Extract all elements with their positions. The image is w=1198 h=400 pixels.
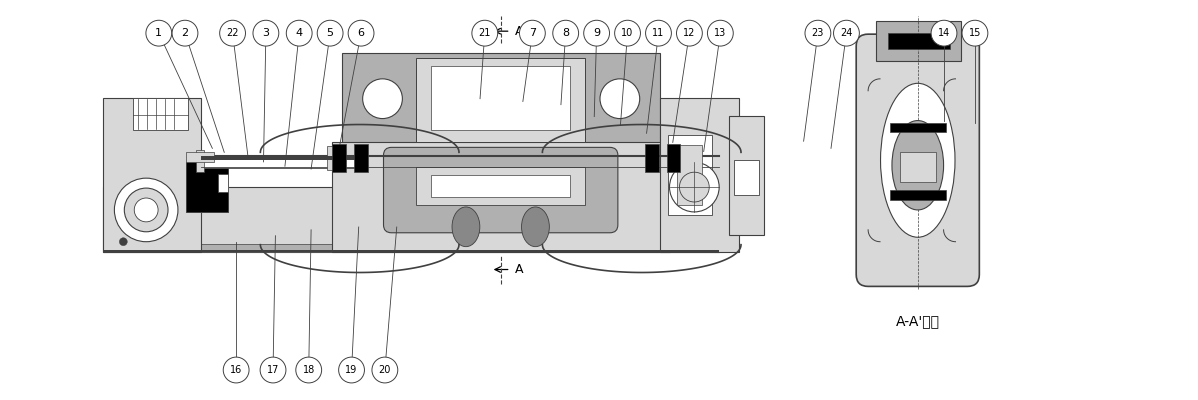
Text: A': A'	[515, 25, 527, 38]
Text: 4: 4	[296, 28, 303, 38]
Text: 24: 24	[840, 28, 853, 38]
Circle shape	[600, 79, 640, 118]
Bar	[341, 53, 660, 152]
Bar	[677, 145, 702, 205]
FancyBboxPatch shape	[857, 34, 979, 286]
Circle shape	[679, 172, 709, 202]
Text: 2: 2	[181, 28, 188, 38]
Circle shape	[708, 20, 733, 46]
Ellipse shape	[452, 207, 480, 247]
Text: 15: 15	[969, 28, 981, 38]
Text: 8: 8	[562, 28, 569, 38]
Circle shape	[120, 238, 127, 246]
Bar	[103, 244, 719, 252]
Bar	[890, 122, 945, 132]
Bar	[195, 150, 204, 172]
Text: 10: 10	[622, 28, 634, 38]
Circle shape	[114, 178, 179, 242]
Circle shape	[173, 20, 198, 46]
Bar	[667, 136, 712, 215]
Bar	[876, 21, 962, 61]
Text: 5: 5	[327, 28, 333, 38]
Bar	[734, 160, 758, 195]
Circle shape	[317, 20, 343, 46]
Circle shape	[552, 20, 579, 46]
Circle shape	[260, 357, 286, 383]
Bar	[201, 156, 359, 168]
Text: 9: 9	[593, 28, 600, 38]
Circle shape	[363, 79, 403, 118]
Text: 22: 22	[226, 28, 238, 38]
Bar	[103, 98, 201, 252]
Bar	[660, 98, 739, 252]
Text: 21: 21	[479, 28, 491, 38]
Text: 3: 3	[262, 28, 270, 38]
Text: 17: 17	[267, 365, 279, 375]
Ellipse shape	[881, 83, 955, 237]
Text: 12: 12	[683, 28, 696, 38]
Text: A: A	[515, 263, 524, 276]
Bar	[133, 98, 188, 130]
FancyBboxPatch shape	[383, 147, 618, 233]
Circle shape	[670, 162, 719, 212]
Bar	[218, 174, 228, 192]
Bar	[416, 58, 585, 142]
Circle shape	[615, 20, 641, 46]
Circle shape	[286, 20, 313, 46]
Circle shape	[931, 20, 957, 46]
Text: 11: 11	[653, 28, 665, 38]
Bar	[103, 250, 719, 252]
Text: 18: 18	[303, 365, 315, 375]
Bar	[645, 144, 659, 172]
Circle shape	[962, 20, 988, 46]
Circle shape	[134, 198, 158, 222]
Bar	[730, 116, 764, 235]
Bar	[332, 142, 670, 252]
Bar	[900, 152, 936, 182]
Ellipse shape	[521, 207, 550, 247]
Circle shape	[219, 20, 246, 46]
Circle shape	[125, 188, 168, 232]
Circle shape	[253, 20, 279, 46]
Text: 19: 19	[345, 365, 358, 375]
Bar	[890, 190, 945, 200]
Bar	[416, 167, 585, 205]
Bar	[201, 156, 359, 160]
Text: 23: 23	[812, 28, 824, 38]
Circle shape	[646, 20, 671, 46]
Circle shape	[583, 20, 610, 46]
Text: 16: 16	[230, 365, 242, 375]
Circle shape	[339, 357, 364, 383]
Text: 14: 14	[938, 28, 950, 38]
Bar	[103, 187, 719, 252]
Bar	[186, 162, 228, 212]
Circle shape	[296, 357, 321, 383]
Text: 6: 6	[357, 28, 364, 38]
Circle shape	[223, 357, 249, 383]
Circle shape	[146, 20, 171, 46]
Bar	[431, 175, 570, 197]
Ellipse shape	[893, 120, 944, 210]
Bar	[186, 152, 213, 162]
Text: 1: 1	[156, 28, 162, 38]
Text: 7: 7	[528, 28, 536, 38]
Bar	[332, 144, 346, 172]
Bar	[431, 66, 570, 130]
Circle shape	[472, 20, 497, 46]
Text: 20: 20	[379, 365, 391, 375]
Circle shape	[805, 20, 830, 46]
Text: 13: 13	[714, 28, 726, 38]
Text: A-A'断面: A-A'断面	[896, 314, 939, 328]
Bar	[666, 144, 680, 172]
Bar	[353, 144, 368, 172]
Circle shape	[834, 20, 859, 46]
Circle shape	[520, 20, 545, 46]
Circle shape	[371, 357, 398, 383]
Circle shape	[677, 20, 702, 46]
Bar	[888, 33, 950, 49]
Circle shape	[349, 20, 374, 46]
Bar	[327, 146, 339, 170]
